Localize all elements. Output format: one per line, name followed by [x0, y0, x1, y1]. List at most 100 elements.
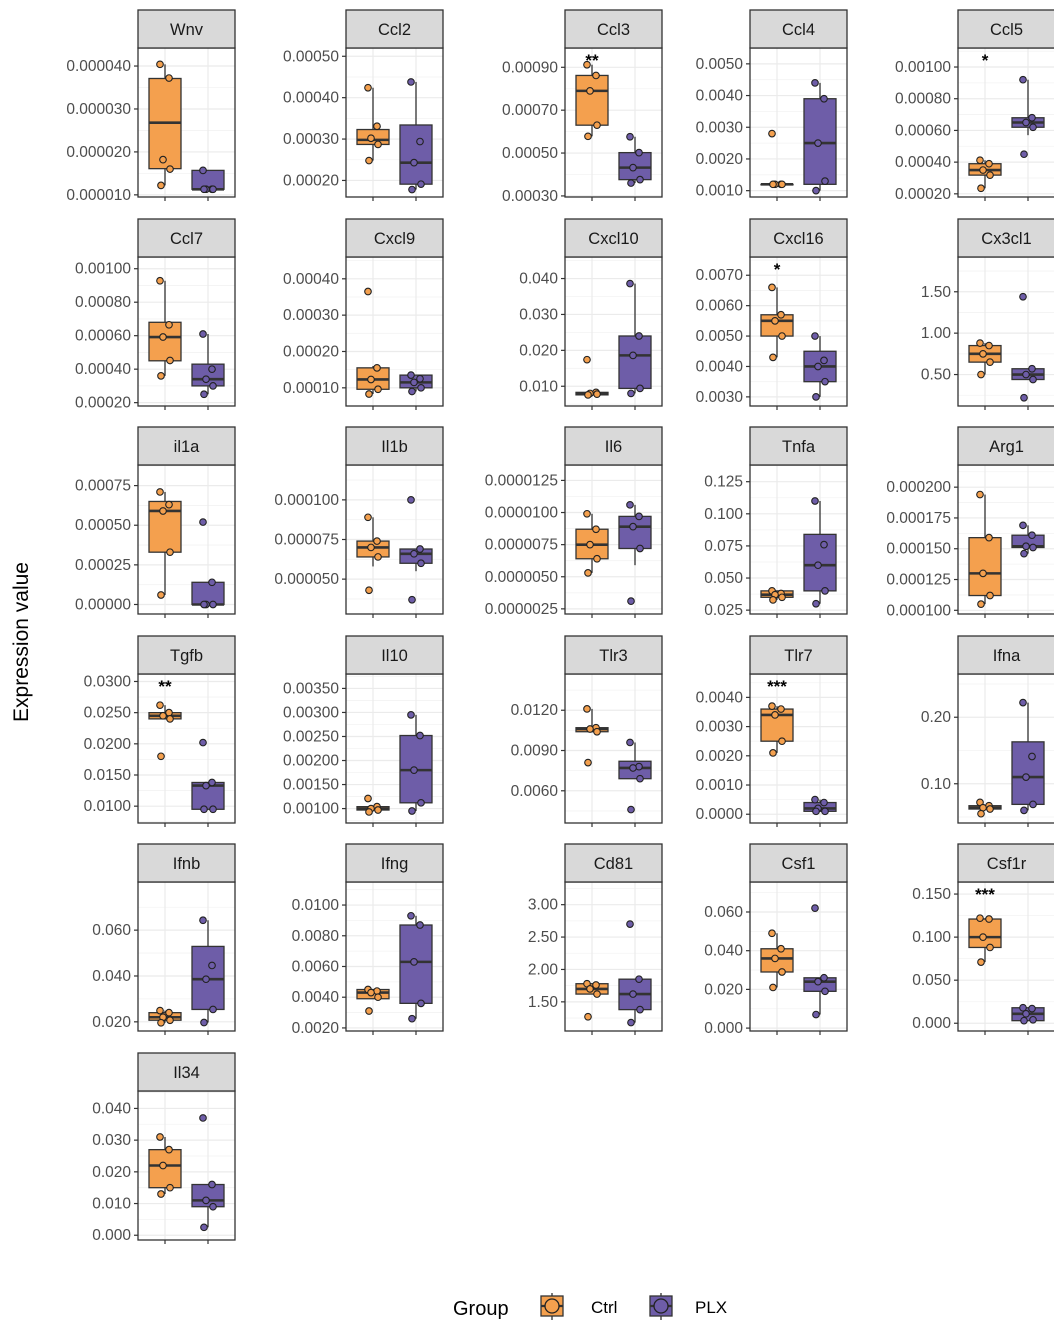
significance-label: ** — [585, 51, 599, 70]
plx-box — [399, 124, 433, 185]
y-tick-label: 0.0000125 — [485, 472, 558, 489]
y-tick-label: 0.0040 — [292, 989, 340, 1006]
plx-data-point — [1020, 393, 1028, 402]
y-tick-label: 0.50 — [921, 367, 952, 384]
ctrl-data-point — [157, 1018, 165, 1027]
y-tick-label: 0.00100 — [75, 261, 131, 278]
plx-data-point — [410, 549, 418, 558]
plx-data-point — [811, 332, 819, 340]
y-tick-label: 0.030 — [92, 1132, 131, 1149]
plx-data-point — [417, 798, 425, 807]
y-tick-label: 0.0000050 — [485, 569, 559, 586]
y-tick-label: 0.00070 — [502, 102, 558, 119]
y-tick-label: 0.000 — [704, 1020, 743, 1037]
facet-title: Cxcl9 — [374, 230, 415, 248]
ctrl-data-point — [986, 171, 994, 179]
plx-data-point — [408, 807, 416, 815]
y-tick-label: 0.020 — [92, 1164, 131, 1181]
facet-strip — [564, 635, 663, 675]
plx-data-point — [626, 920, 634, 928]
plx-data-point — [811, 497, 819, 505]
plx-data-point — [812, 186, 820, 195]
plx-box-group — [399, 911, 433, 1023]
plx-data-point — [814, 977, 822, 986]
ctrl-data-point — [778, 737, 786, 746]
ctrl-box-group — [760, 929, 794, 992]
plx-box-group — [191, 518, 225, 609]
plx-data-point — [417, 180, 425, 189]
ctrl-data-point — [976, 914, 984, 923]
facet-strip — [564, 426, 663, 466]
ctrl-data-point — [156, 701, 164, 710]
ctrl-data-point — [592, 71, 600, 80]
facet-strip — [749, 843, 848, 883]
ctrl-data-point — [583, 355, 591, 364]
ctrl-data-point — [769, 983, 777, 992]
y-tick-label: 0.0040 — [696, 358, 744, 375]
panels-group: Wnv 0.000010 0.000020 0.000030 0.000040 Ccl2 0… — [66, 9, 1054, 1244]
ctrl-box-group — [148, 488, 182, 599]
facet-strip — [345, 635, 444, 675]
ctrl-box-group — [575, 705, 609, 767]
y-tick-label: 0.020 — [704, 981, 743, 998]
ctrl-data-point — [584, 391, 592, 399]
ctrl-data-point — [374, 993, 382, 1002]
y-tick-label: 3.00 — [528, 897, 559, 914]
plx-data-point — [408, 1014, 416, 1023]
panel-il1b: Il1b 0.000050 0.000075 0.000100 — [274, 426, 444, 618]
ctrl-data-point — [769, 596, 777, 604]
y-tick-label: 0.000030 — [66, 101, 131, 118]
y-tick-label: 0.00200 — [283, 753, 339, 770]
plx-data-point — [199, 330, 207, 338]
ctrl-box-group — [148, 60, 182, 190]
ctrl-data-point — [593, 390, 601, 399]
ctrl-box-group — [148, 701, 182, 761]
plx-data-point — [814, 139, 822, 147]
y-tick-label: 0.00020 — [283, 172, 339, 189]
plx-data-point — [407, 911, 415, 920]
plx-data-point — [811, 79, 819, 87]
y-tick-label: 0.000100 — [886, 602, 951, 619]
y-tick-label: 0.040 — [92, 968, 131, 985]
plx-data-point — [209, 1005, 217, 1014]
plx-data-point — [202, 781, 210, 790]
y-tick-label: 0.20 — [921, 709, 952, 726]
ctrl-data-point — [374, 385, 382, 394]
plx-data-point — [635, 332, 643, 340]
plx-data-point — [821, 587, 829, 595]
plx-data-point — [636, 544, 644, 553]
plx-data-point — [208, 365, 216, 374]
plx-data-point — [812, 599, 820, 608]
ctrl-box — [968, 918, 1002, 949]
plx-data-point — [821, 377, 829, 386]
y-tick-label: 0.0100 — [84, 798, 132, 815]
plx-data-point — [635, 975, 643, 984]
facet-title: Cd81 — [594, 855, 633, 873]
y-tick-label: 0.00010 — [283, 380, 339, 397]
plx-box-group — [1011, 1003, 1045, 1025]
plx-data-point — [636, 384, 644, 393]
ctrl-data-point — [364, 287, 372, 296]
ctrl-data-point — [768, 929, 776, 938]
ctrl-box-group — [968, 490, 1002, 608]
plot-background — [958, 257, 1054, 406]
y-tick-label: 0.0010 — [696, 183, 744, 200]
ctrl-data-point — [977, 184, 985, 193]
ctrl-data-point — [373, 122, 381, 131]
plx-data-point — [627, 597, 635, 606]
ctrl-box-group — [356, 513, 390, 595]
y-tick-label: 0.00300 — [283, 704, 339, 721]
y-tick-label: 1.50 — [528, 994, 559, 1011]
ctrl-data-point — [365, 808, 373, 816]
y-tick-label: 0.040 — [704, 943, 743, 960]
ctrl-data-point — [367, 988, 375, 997]
plx-box-group — [1011, 698, 1045, 815]
y-tick-label: 0.10 — [921, 776, 952, 793]
y-tick-label: 0.00020 — [283, 343, 339, 360]
plx-box-group — [191, 1114, 225, 1232]
ctrl-data-point — [159, 333, 167, 341]
plx-data-point — [1022, 542, 1030, 551]
plx-data-point — [626, 132, 634, 141]
panel-il34: Il34 0.000 0.010 0.020 0.030 0.040 — [92, 1052, 236, 1244]
legend-key-ctrl — [540, 1293, 564, 1320]
